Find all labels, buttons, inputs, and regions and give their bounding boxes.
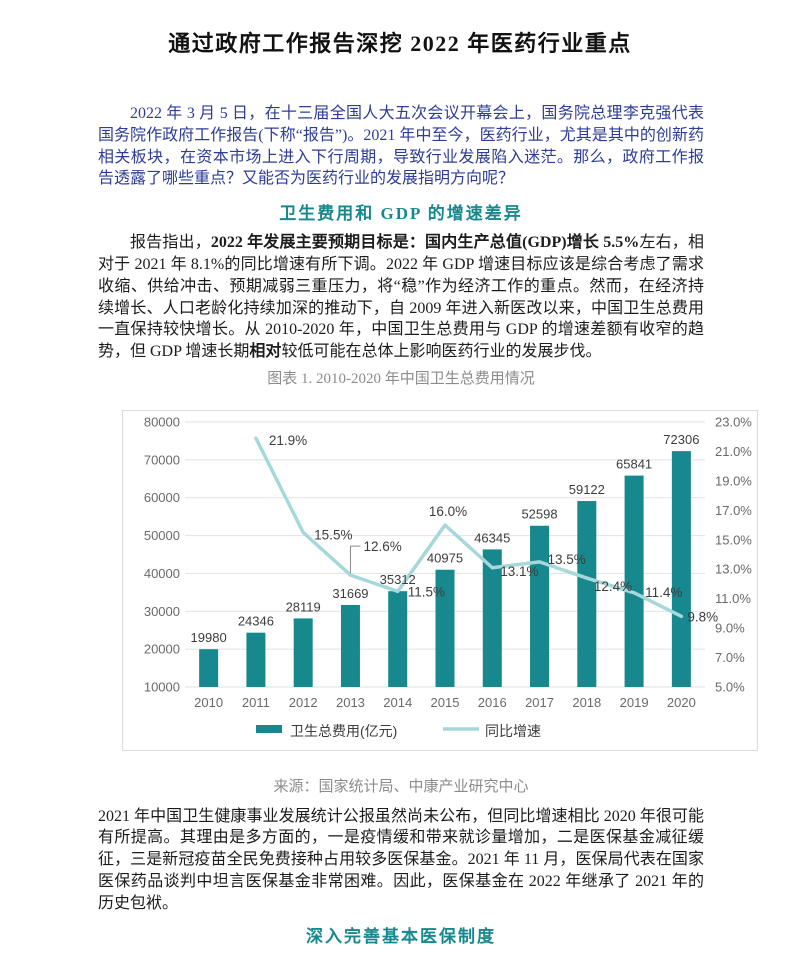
- svg-text:31669: 31669: [332, 586, 368, 601]
- svg-text:17.0%: 17.0%: [715, 503, 752, 518]
- svg-text:40975: 40975: [427, 551, 463, 566]
- svg-text:23.0%: 23.0%: [715, 414, 752, 429]
- svg-text:46345: 46345: [474, 530, 510, 545]
- section1-heading: 卫生费用和 GDP 的增速差异: [279, 204, 523, 224]
- svg-text:11.0%: 11.0%: [715, 591, 751, 606]
- section2-paragraph: 2021 年中国卫生健康事业发展统计公报虽然尚未公布，但同比增速相比 2020 …: [98, 807, 704, 912]
- svg-text:50000: 50000: [144, 528, 180, 543]
- svg-text:13.5%: 13.5%: [548, 552, 586, 567]
- svg-text:2019: 2019: [620, 695, 649, 710]
- svg-text:21.9%: 21.9%: [269, 433, 307, 448]
- svg-text:11.4%: 11.4%: [645, 585, 682, 600]
- figure-source: 来源：国家统计局、中康产业研究中心: [273, 778, 529, 795]
- paragraph-segment: 左右，相对于 2021 年 8.1%的同比增速有所下调。2022 年 GDP 增…: [98, 234, 704, 361]
- svg-text:9.0%: 9.0%: [715, 620, 745, 635]
- combo-chart: 10000 20000 30000 40000 50000 60000 70000 80000…: [122, 409, 758, 751]
- svg-text:21.0%: 21.0%: [715, 444, 752, 459]
- svg-text:2020: 2020: [667, 695, 696, 710]
- svg-text:72306: 72306: [663, 432, 699, 447]
- svg-text:2011: 2011: [242, 695, 270, 710]
- svg-text:2018: 2018: [572, 695, 601, 710]
- svg-text:35312: 35312: [380, 572, 416, 587]
- svg-text:9.8%: 9.8%: [687, 609, 718, 624]
- svg-text:80000: 80000: [144, 414, 180, 429]
- svg-text:12.6%: 12.6%: [363, 539, 401, 554]
- svg-text:2016: 2016: [478, 695, 507, 710]
- svg-text:60000: 60000: [144, 490, 180, 505]
- intro-paragraph: 2022 年 3 月 5 日，在十三届全国人大五次会议开幕会上，国务院总理李克强…: [98, 105, 704, 188]
- svg-text:30000: 30000: [144, 604, 180, 619]
- svg-text:13.0%: 13.0%: [715, 561, 752, 576]
- paragraph-segment-bold: 相对: [249, 343, 282, 361]
- section2-heading: 深入完善基本医保制度: [306, 926, 496, 946]
- svg-text:10000: 10000: [144, 679, 180, 694]
- svg-text:2017: 2017: [525, 695, 554, 710]
- svg-text:19.0%: 19.0%: [715, 473, 752, 488]
- svg-text:卫生总费用(亿元): 卫生总费用(亿元): [290, 723, 397, 739]
- paragraph-segment-bold: 2022 年发展主要预期目标是：国内生产总值(GDP)增长 5.5%: [210, 234, 640, 252]
- svg-text:同比增速: 同比增速: [485, 723, 541, 739]
- chart-canvas: 10000 20000 30000 40000 50000 60000 70000 80000…: [144, 414, 752, 739]
- svg-text:13.1%: 13.1%: [500, 564, 538, 579]
- svg-text:2012: 2012: [289, 695, 318, 710]
- svg-text:5.0%: 5.0%: [715, 679, 745, 694]
- article-column: 2022 年 3 月 5 日，在十三届全国人大五次会议开幕会上，国务院总理李克强…: [98, 103, 704, 391]
- svg-text:19980: 19980: [191, 630, 227, 645]
- svg-text:2015: 2015: [431, 695, 460, 710]
- svg-text:7.0%: 7.0%: [715, 650, 745, 665]
- svg-text:2010: 2010: [194, 695, 223, 710]
- svg-text:11.5%: 11.5%: [408, 584, 445, 599]
- svg-text:2013: 2013: [336, 695, 365, 710]
- article-column-bottom: 来源：国家统计局、中康产业研究中心 2021 年中国卫生健康事业发展统计公报虽然…: [98, 777, 704, 948]
- svg-text:28119: 28119: [286, 599, 321, 614]
- svg-text:70000: 70000: [144, 452, 180, 467]
- svg-text:15.0%: 15.0%: [715, 532, 752, 547]
- svg-text:2014: 2014: [383, 695, 412, 710]
- svg-text:15.5%: 15.5%: [314, 527, 352, 542]
- figure-caption: 图表 1. 2010-2020 年中国卫生总费用情况: [267, 370, 535, 387]
- svg-text:16.0%: 16.0%: [429, 504, 467, 519]
- svg-text:40000: 40000: [144, 566, 180, 581]
- svg-text:59122: 59122: [569, 482, 605, 497]
- svg-text:20000: 20000: [144, 641, 180, 656]
- svg-text:65841: 65841: [616, 456, 652, 471]
- paragraph-segment: 报告指出，: [130, 234, 211, 252]
- svg-text:52598: 52598: [521, 507, 557, 522]
- page-title: 通过政府工作报告深挖 2022 年医药行业重点: [168, 31, 632, 56]
- article-page: 通过政府工作报告深挖 2022 年医药行业重点 2022 年 3 月 5 日，在…: [0, 30, 800, 960]
- svg-text:24346: 24346: [238, 613, 274, 628]
- paragraph-segment: 较低可能在总体上影响医药行业的发展步伐。: [281, 343, 602, 361]
- svg-text:12.4%: 12.4%: [594, 579, 632, 594]
- section1-paragraph: 报告指出，2022 年发展主要预期目标是：国内生产总值(GDP)增长 5.5%左…: [98, 232, 704, 363]
